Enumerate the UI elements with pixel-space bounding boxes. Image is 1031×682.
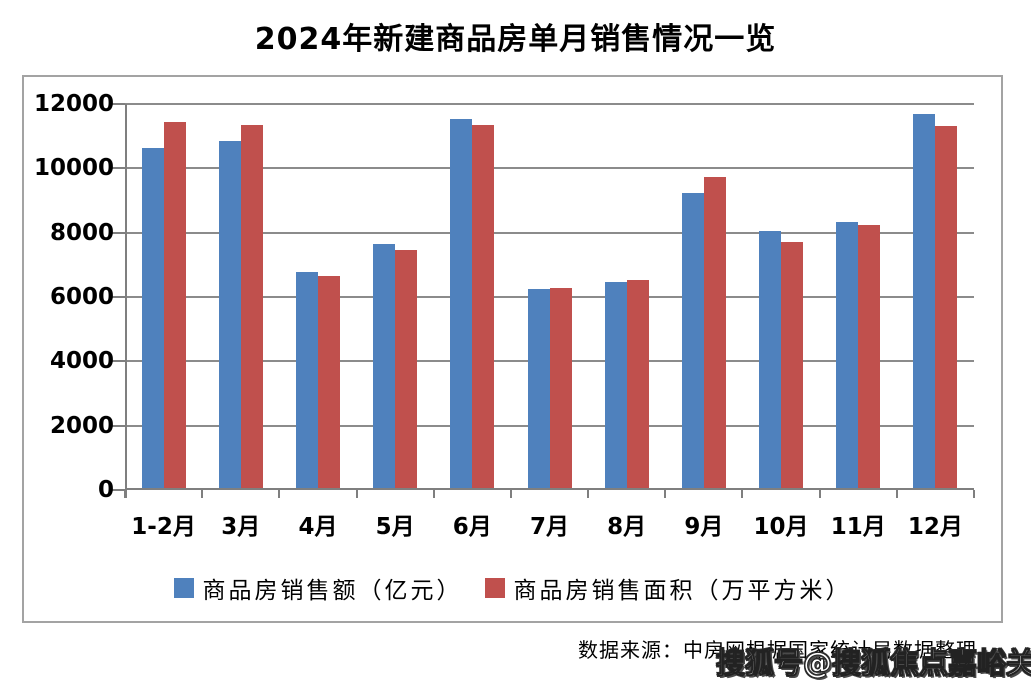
chart-container: 商品房销售额（亿元） 商品房销售面积（万平方米） 0 2000 4000 6000 80…: [22, 75, 1003, 623]
legend-label-sales-amount: 商品房销售额（亿元）: [202, 578, 463, 604]
y-axis-line: [125, 104, 127, 498]
x-axis-label: 8月: [607, 514, 647, 540]
x-axis-label: 3月: [221, 514, 261, 540]
x-axis-tick: [355, 490, 358, 498]
legend-swatch-blue: [173, 578, 194, 598]
bar-sales-area-9: [781, 242, 804, 488]
y-axis-label: 8000: [49, 219, 114, 246]
y-axis-label: 12000: [33, 91, 114, 117]
bar-sales-area-7: [626, 280, 649, 488]
page-title: 2024年新建商品房单月销售情况一览: [254, 22, 777, 57]
x-axis-tick: [664, 490, 667, 498]
x-axis-label: 11月: [830, 514, 886, 540]
x-axis-label: 6月: [452, 514, 492, 540]
y-axis-tick: [112, 360, 125, 363]
bar-sales-amount-7: [604, 282, 627, 488]
x-axis-line: [125, 488, 974, 490]
y-axis-label: 6000: [49, 284, 114, 310]
bar-sales-area-8: [703, 176, 726, 488]
gridline-8000: [125, 231, 974, 234]
x-axis-tick: [973, 490, 975, 498]
bar-sales-amount-5: [450, 119, 473, 488]
bar-sales-amount-11: [913, 114, 936, 488]
bar-sales-amount-10: [836, 221, 859, 488]
bar-sales-amount-2: [218, 140, 241, 488]
plot-area: [125, 103, 974, 498]
x-axis-label: 10月: [753, 514, 809, 540]
legend-item-sales-amount: 商品房销售额（亿元）: [173, 571, 463, 605]
y-axis-tick: [112, 231, 125, 234]
bar-sales-amount-4: [373, 243, 396, 488]
x-axis-tick: [201, 490, 204, 498]
bar-sales-amount-8: [681, 193, 704, 488]
x-axis-tick: [818, 490, 821, 498]
bar-sales-area-11: [935, 125, 958, 488]
y-axis-tick: [112, 167, 125, 170]
y-axis-label: 0: [97, 477, 114, 503]
bar-sales-area-6: [549, 287, 572, 488]
x-axis-tick: [587, 490, 590, 498]
bar-sales-amount-9: [759, 231, 782, 488]
x-axis-label: 12月: [907, 514, 963, 540]
watermark-text: 搜狐号@搜狐焦点嘉峪关站: [715, 646, 1031, 681]
y-axis-tick: [112, 489, 125, 491]
y-axis-label: 2000: [49, 412, 114, 439]
bar-sales-area-2: [240, 124, 263, 488]
bar-sales-area-4: [395, 250, 418, 488]
x-axis-label: 1-2月: [131, 514, 196, 540]
legend: 商品房销售额（亿元） 商品房销售面积（万平方米）: [24, 571, 1001, 605]
y-axis-tick: [112, 424, 125, 427]
legend-item-sales-area: 商品房销售面积（万平方米）: [484, 571, 852, 605]
bar-sales-amount-6: [527, 288, 550, 488]
x-axis-tick: [278, 490, 281, 498]
gridline-12000: [125, 103, 974, 105]
legend-swatch-red: [484, 578, 505, 598]
y-axis-label: 10000: [33, 155, 114, 182]
y-axis-tick: [112, 296, 125, 298]
legend-label-sales-area: 商品房销售面积（万平方米）: [513, 578, 852, 604]
x-axis-tick: [741, 490, 744, 498]
x-axis-label: 5月: [375, 514, 415, 540]
x-axis-tick: [432, 490, 435, 498]
bar-sales-area-1: [163, 122, 186, 488]
x-axis-label: 4月: [298, 514, 338, 540]
x-axis-label: 7月: [529, 514, 569, 540]
x-axis-tick: [895, 490, 898, 498]
y-axis-tick: [112, 103, 125, 105]
gridline-10000: [125, 167, 974, 170]
bar-sales-area-3: [317, 276, 340, 488]
bar-sales-amount-3: [295, 272, 318, 488]
bar-sales-amount-1: [141, 148, 164, 488]
bar-sales-area-5: [472, 125, 495, 488]
y-axis-label: 4000: [49, 348, 114, 375]
x-axis-tick: [509, 490, 512, 498]
bar-sales-area-10: [858, 224, 881, 488]
x-axis-label: 9月: [684, 514, 724, 540]
data-source-text: 数据来源：中房网根据国家统计局数据整理: [578, 638, 977, 662]
